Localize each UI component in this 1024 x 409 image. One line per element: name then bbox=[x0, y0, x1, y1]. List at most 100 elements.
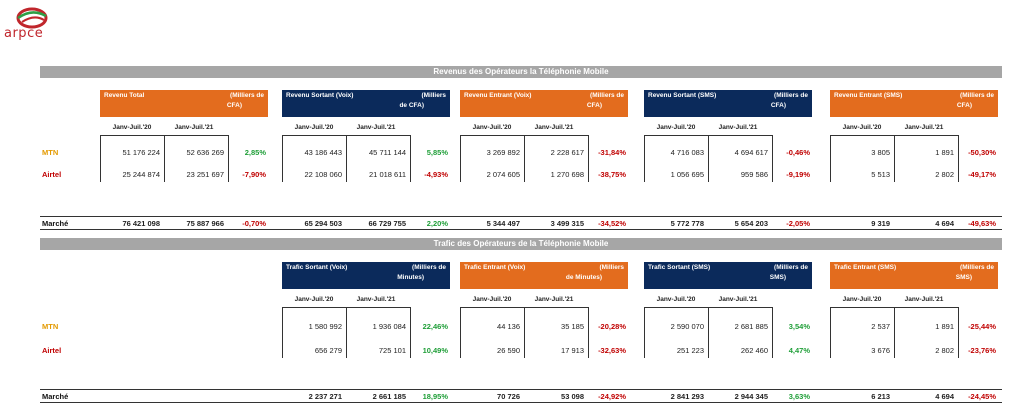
period-2020-label: Janv-Juil.'20 bbox=[472, 296, 512, 303]
header-unit: (Milliers de bbox=[412, 264, 446, 271]
growth-cell: 4,47% bbox=[788, 346, 810, 355]
growth-cell: -31,84% bbox=[598, 148, 626, 157]
growth-cell: -9,19% bbox=[786, 170, 810, 179]
header-section1-4: Revenu Entrant (SMS) (Milliers de CFA) bbox=[830, 90, 998, 117]
value-cell: 2 802 bbox=[935, 170, 954, 179]
value-cell: 22 108 060 bbox=[304, 170, 342, 179]
value-cell: 5 513 bbox=[871, 170, 890, 179]
header-unit-cont: CFA) bbox=[586, 102, 602, 109]
market-value-cell: 5 344 497 bbox=[486, 219, 520, 228]
col-separator bbox=[644, 135, 645, 182]
period-2021-label: Janv-Juil.'21 bbox=[534, 296, 574, 303]
growth-cell: -20,28% bbox=[598, 322, 626, 331]
col-separator bbox=[708, 135, 709, 182]
operator-label: Airtel bbox=[42, 170, 62, 179]
value-cell: 1 270 698 bbox=[550, 170, 584, 179]
market-bottom-rule bbox=[40, 402, 1002, 403]
header-unit-cont: CFA) bbox=[956, 102, 972, 109]
header-unit: (Milliers de bbox=[960, 92, 994, 99]
header-section1-3: Revenu Sortant (SMS) (Milliers de CFA) bbox=[644, 90, 812, 117]
market-growth-cell: 18,95% bbox=[422, 392, 448, 401]
market-value-cell: 5 772 778 bbox=[670, 219, 704, 228]
value-cell: 2 228 617 bbox=[550, 148, 584, 157]
col-separator bbox=[282, 307, 283, 358]
market-value-cell: 4 694 bbox=[935, 392, 954, 401]
logo-text: arpce bbox=[4, 26, 44, 41]
value-cell: 35 185 bbox=[561, 322, 584, 331]
header-unit-cont: CFA) bbox=[770, 102, 786, 109]
header-unit-cont: de CFA) bbox=[399, 102, 424, 109]
col-separator bbox=[958, 307, 959, 358]
period-2021-label: Janv-Juil.'21 bbox=[356, 124, 396, 131]
growth-cell: -38,75% bbox=[598, 170, 626, 179]
market-value-cell: 2 661 185 bbox=[372, 392, 406, 401]
col-separator bbox=[460, 307, 461, 358]
market-growth-cell: -24,45% bbox=[968, 392, 996, 401]
header-title: Revenu Sortant (Voix) bbox=[286, 92, 354, 99]
market-growth-cell: 2,20% bbox=[426, 219, 448, 228]
value-cell: 26 590 bbox=[497, 346, 520, 355]
col-separator bbox=[228, 135, 229, 182]
header-title: Revenu Entrant (Voix) bbox=[464, 92, 532, 99]
header-unit-cont: SMS) bbox=[955, 274, 972, 281]
col-separator bbox=[830, 307, 831, 358]
period-2020-label: Janv-Juil.'20 bbox=[842, 296, 882, 303]
period-2021-label: Janv-Juil.'21 bbox=[904, 124, 944, 131]
period-2020-label: Janv-Juil.'20 bbox=[294, 124, 334, 131]
period-2020-label: Janv-Juil.'20 bbox=[842, 124, 882, 131]
header-unit-cont: de Minutes) bbox=[565, 274, 602, 281]
value-cell: 4 716 083 bbox=[670, 148, 704, 157]
header-section2-1: Trafic Entrant (Voix) (Milliers de Minutes… bbox=[460, 262, 628, 289]
header-unit-cont: Minutes) bbox=[397, 274, 424, 281]
value-cell: 2 074 605 bbox=[486, 170, 520, 179]
growth-cell: -25,44% bbox=[968, 322, 996, 331]
col-separator bbox=[708, 307, 709, 358]
market-value-cell: 5 654 203 bbox=[734, 219, 768, 228]
value-cell: 2 681 885 bbox=[734, 322, 768, 331]
value-cell: 1 936 084 bbox=[372, 322, 406, 331]
header-title: Trafic Sortant (SMS) bbox=[648, 264, 711, 271]
col-separator bbox=[958, 135, 959, 182]
header-title: Trafic Entrant (SMS) bbox=[834, 264, 897, 271]
value-cell: 262 460 bbox=[740, 346, 768, 355]
value-cell: 1 580 992 bbox=[308, 322, 342, 331]
col-separator bbox=[644, 307, 645, 358]
col-separator bbox=[524, 135, 525, 182]
market-value-cell: 2 841 293 bbox=[670, 392, 704, 401]
market-value-cell: 3 499 315 bbox=[550, 219, 584, 228]
growth-cell: -4,93% bbox=[424, 170, 448, 179]
operator-label: MTN bbox=[42, 148, 59, 157]
header-section2-0: Trafic Sortant (Voix) (Milliers de Minutes… bbox=[282, 262, 450, 289]
header-unit-cont: CFA) bbox=[226, 102, 242, 109]
operator-label: Airtel bbox=[42, 346, 62, 355]
period-2020-label: Janv-Juil.'20 bbox=[472, 124, 512, 131]
growth-cell: -32,63% bbox=[598, 346, 626, 355]
value-cell: 45 711 144 bbox=[369, 148, 406, 157]
period-2020-label: Janv-Juil.'20 bbox=[656, 296, 696, 303]
market-label: Marché bbox=[42, 392, 69, 401]
col-separator bbox=[410, 135, 411, 182]
col-separator bbox=[772, 307, 773, 358]
header-section1-0: Revenu Total (Milliers de CFA) bbox=[100, 90, 268, 117]
header-unit-cont: SMS) bbox=[769, 274, 786, 281]
header-title: Trafic Entrant (Voix) bbox=[464, 264, 526, 271]
growth-cell: 10,49% bbox=[422, 346, 448, 355]
header-unit: (Milliers de bbox=[960, 264, 994, 271]
market-value-cell: 2 944 345 bbox=[734, 392, 768, 401]
col-separator bbox=[772, 135, 773, 182]
header-title: Revenu Sortant (SMS) bbox=[648, 92, 717, 99]
value-cell: 2 537 bbox=[871, 322, 890, 331]
growth-cell: -0,46% bbox=[786, 148, 810, 157]
section1-title: Revenus des Opérateurs la Téléphonie Mob… bbox=[40, 66, 1002, 78]
market-value-cell: 53 098 bbox=[561, 392, 584, 401]
market-growth-cell: -2,05% bbox=[786, 219, 810, 228]
value-cell: 1 891 bbox=[935, 148, 954, 157]
value-cell: 1 891 bbox=[935, 322, 954, 331]
market-value-cell: 70 726 bbox=[497, 392, 520, 401]
operator-label: MTN bbox=[42, 322, 59, 331]
header-unit: (Milliers de bbox=[774, 92, 808, 99]
header-section2-2: Trafic Sortant (SMS) (Milliers de SMS) bbox=[644, 262, 812, 289]
market-value-cell: 66 729 755 bbox=[368, 219, 406, 228]
growth-cell: -7,90% bbox=[242, 170, 266, 179]
period-2021-label: Janv-Juil.'21 bbox=[174, 124, 214, 131]
